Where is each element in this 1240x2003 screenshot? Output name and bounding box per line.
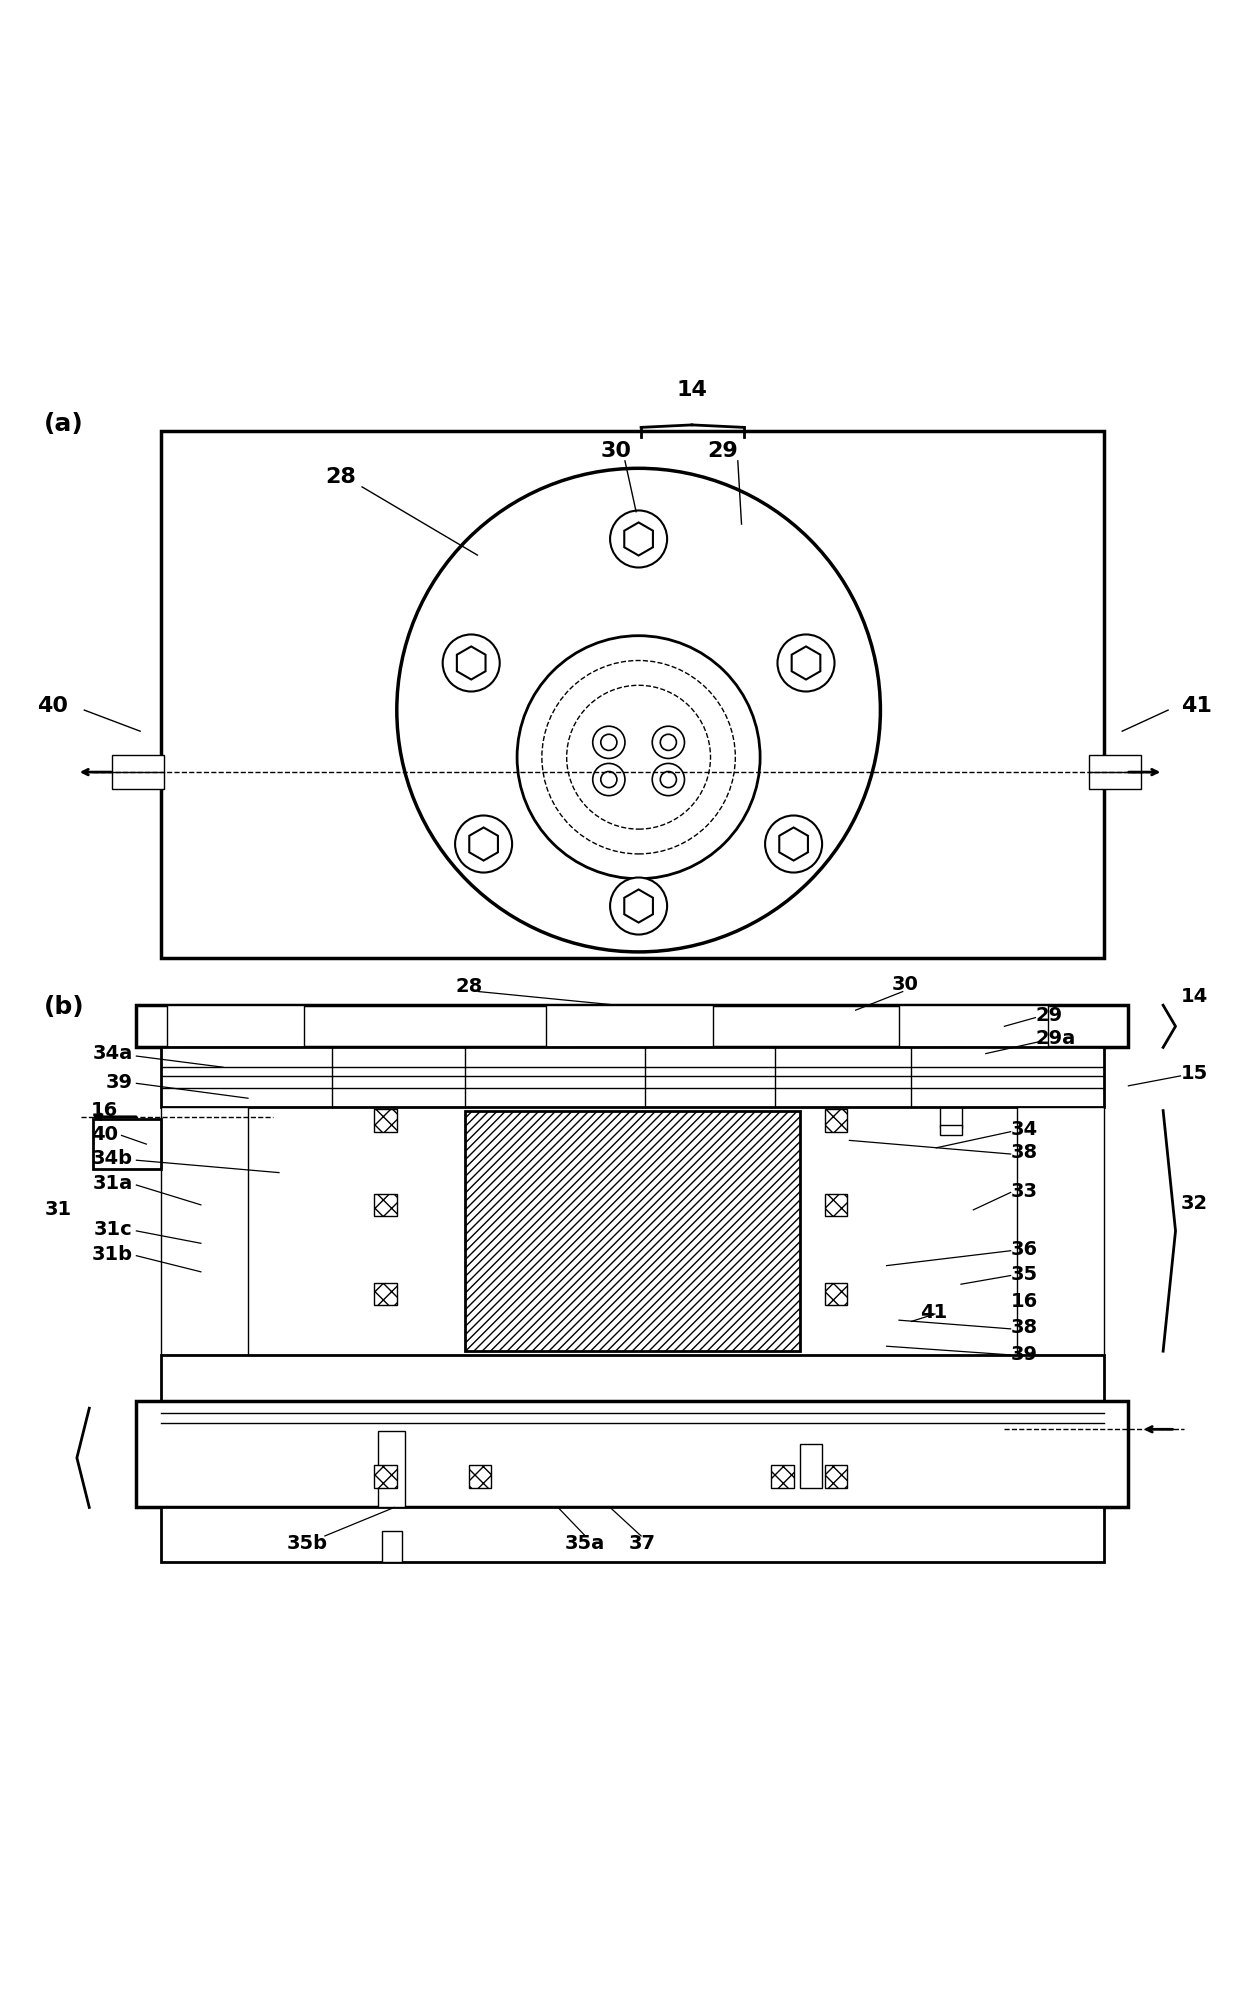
Bar	[378, 1430, 405, 1508]
Text: (b): (b)	[43, 995, 84, 1020]
Text: 35a: 35a	[565, 1534, 605, 1552]
Circle shape	[593, 763, 625, 795]
Bar	[465, 1110, 800, 1352]
Text: 38: 38	[1011, 1144, 1038, 1162]
Bar	[136, 1006, 1128, 1048]
Polygon shape	[624, 523, 653, 555]
Bar	[136, 1400, 1128, 1508]
Text: 35b: 35b	[286, 1534, 329, 1552]
Circle shape	[601, 735, 618, 751]
Text: 31b: 31b	[92, 1246, 133, 1264]
Text: 30: 30	[892, 975, 919, 993]
Text: 33: 33	[1011, 1182, 1038, 1200]
Circle shape	[652, 727, 684, 759]
Circle shape	[661, 771, 677, 787]
Bar	[940, 1126, 962, 1136]
Bar	[940, 1048, 962, 1128]
Circle shape	[765, 815, 822, 873]
Polygon shape	[791, 647, 821, 679]
Text: 31: 31	[45, 1200, 72, 1220]
Bar	[167, 1006, 304, 1048]
Polygon shape	[456, 647, 486, 679]
Text: 41: 41	[1182, 697, 1211, 717]
Circle shape	[517, 635, 760, 879]
Text: 29a: 29a	[1035, 1030, 1075, 1048]
Text: 28: 28	[455, 977, 482, 995]
Bar	[184, 1048, 206, 1098]
Text: 35: 35	[1011, 1264, 1038, 1284]
Bar	[825, 1284, 847, 1306]
Circle shape	[661, 735, 677, 751]
Text: 29: 29	[1035, 1006, 1063, 1026]
Text: 41: 41	[920, 1304, 947, 1322]
Polygon shape	[779, 827, 808, 861]
Bar	[161, 1508, 1104, 1562]
Bar	[374, 1194, 397, 1216]
Text: 37: 37	[629, 1534, 656, 1552]
Bar	[382, 1530, 402, 1562]
Bar	[374, 1110, 397, 1132]
Text: 28: 28	[326, 467, 356, 487]
Text: 29: 29	[708, 441, 738, 461]
Bar	[825, 1466, 847, 1488]
Bar	[112, 755, 164, 789]
Text: 31c: 31c	[94, 1220, 133, 1240]
Bar	[771, 1466, 794, 1488]
Circle shape	[610, 877, 667, 935]
Bar	[825, 1194, 847, 1216]
Text: 36: 36	[1011, 1240, 1038, 1260]
Bar	[825, 1110, 847, 1132]
Text: 34b: 34b	[92, 1150, 133, 1168]
Text: 16: 16	[91, 1102, 118, 1120]
Bar	[93, 1120, 161, 1170]
Circle shape	[593, 727, 625, 759]
Text: 14: 14	[677, 381, 707, 401]
Bar	[1017, 1108, 1104, 1354]
Bar	[546, 1006, 713, 1048]
Bar	[573, 1048, 684, 1092]
Circle shape	[455, 815, 512, 873]
Text: 30: 30	[600, 441, 631, 461]
Circle shape	[652, 763, 684, 795]
Text: 16: 16	[1011, 1292, 1038, 1312]
Text: 40: 40	[37, 697, 68, 717]
Bar	[161, 1048, 1104, 1108]
Bar	[161, 1108, 248, 1354]
Bar	[469, 1466, 491, 1488]
Bar	[899, 1006, 1048, 1048]
Text: 31a: 31a	[93, 1174, 133, 1194]
Bar	[374, 1284, 397, 1306]
Circle shape	[777, 635, 835, 691]
Text: 14: 14	[1180, 987, 1208, 1006]
Text: 34a: 34a	[93, 1044, 133, 1064]
Circle shape	[397, 469, 880, 951]
Text: 32: 32	[1180, 1194, 1208, 1214]
Text: 39: 39	[105, 1072, 133, 1092]
Bar	[217, 1048, 239, 1116]
Bar	[1089, 755, 1141, 789]
Circle shape	[601, 771, 618, 787]
Text: 39: 39	[1011, 1346, 1038, 1364]
Bar	[800, 1444, 822, 1488]
Polygon shape	[469, 827, 498, 861]
Text: 34: 34	[1011, 1120, 1038, 1140]
Circle shape	[610, 511, 667, 567]
Text: 38: 38	[1011, 1318, 1038, 1338]
Text: (a): (a)	[43, 413, 83, 437]
Bar	[374, 1466, 397, 1488]
Text: 15: 15	[1180, 1064, 1208, 1084]
Polygon shape	[624, 889, 653, 923]
Bar	[161, 1354, 1104, 1400]
Bar	[217, 1114, 239, 1122]
Circle shape	[443, 635, 500, 691]
Bar	[161, 431, 1104, 957]
Text: 40: 40	[91, 1124, 118, 1144]
